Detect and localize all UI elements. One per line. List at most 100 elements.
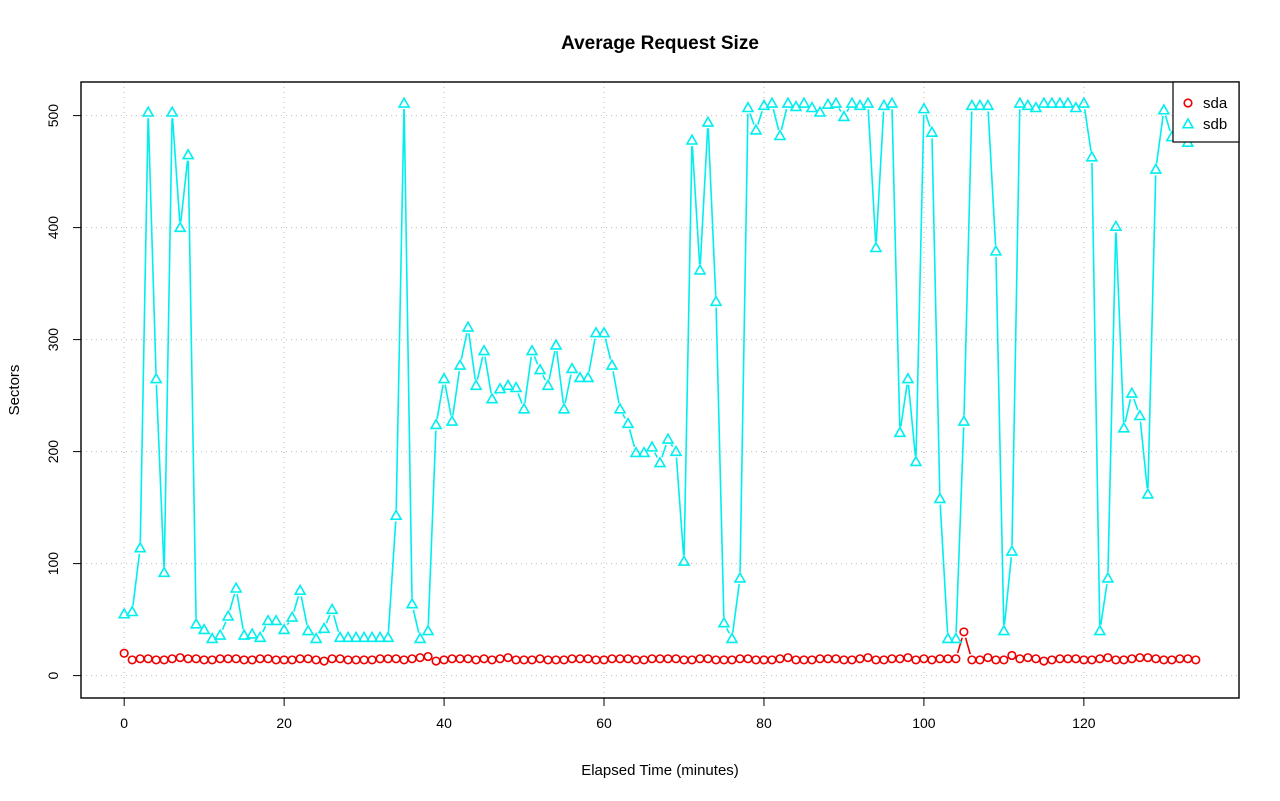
sdb-segment	[757, 110, 763, 125]
series-sda	[119, 627, 1201, 666]
sdb-point	[861, 96, 875, 108]
sdb-point	[477, 344, 491, 356]
sda-point	[479, 654, 489, 664]
sdb-segment	[1133, 398, 1139, 411]
sda-point	[263, 654, 273, 664]
y-axis-label: Sectors	[6, 365, 23, 416]
sdb-point	[525, 344, 539, 356]
sdb-point	[517, 402, 531, 414]
sda-point	[511, 655, 521, 665]
sda-point	[167, 654, 177, 664]
sdb-segment	[548, 350, 556, 380]
sda-point	[927, 655, 937, 665]
sda-point	[487, 655, 497, 665]
sda-point	[1167, 655, 1177, 665]
sdb-point	[277, 623, 291, 635]
sda-segment	[956, 637, 963, 654]
sdb-segment	[875, 111, 885, 242]
sdb-segment	[772, 108, 780, 131]
sda-point	[647, 654, 657, 664]
sdb-point	[965, 98, 979, 111]
sdb-point	[269, 614, 283, 626]
sda-point	[1127, 654, 1137, 664]
sdb-point	[509, 381, 523, 393]
sdb-point	[605, 358, 619, 370]
x-tick-label: 60	[596, 715, 612, 731]
sdb-point	[1157, 103, 1171, 115]
sda-point	[1159, 655, 1169, 665]
sdb-point	[437, 372, 451, 384]
sdb-point	[469, 378, 483, 391]
sdb-point	[349, 630, 363, 643]
sda-point	[495, 654, 505, 664]
sdb-point	[813, 105, 827, 117]
sdb-segment	[675, 457, 685, 556]
x-tick-label: 0	[120, 715, 128, 731]
sdb-segment	[987, 111, 997, 246]
sdb-point	[941, 632, 955, 644]
sdb-point	[629, 446, 643, 458]
sdb-segment	[661, 444, 667, 458]
sda-point	[375, 654, 385, 664]
sdb-point	[317, 621, 331, 634]
sdb-point	[429, 418, 443, 430]
sdb-point	[973, 98, 987, 111]
plot-frame	[80, 81, 1240, 699]
sdb-point	[117, 607, 131, 619]
sdb-point	[253, 630, 267, 643]
sdb-point	[797, 96, 811, 108]
sda-point	[239, 655, 249, 665]
sdb-point	[245, 627, 259, 639]
sdb-segment	[1124, 399, 1132, 423]
sda-point	[623, 654, 633, 664]
sdb-point	[741, 101, 755, 113]
sda-point	[807, 655, 817, 665]
sdb-point	[693, 263, 707, 275]
sda-point	[247, 655, 257, 665]
sdb-segment	[1011, 109, 1021, 546]
sdb-segment	[670, 443, 674, 448]
sda-point	[847, 655, 857, 665]
sdb-segment	[731, 584, 740, 633]
sdb-segment	[925, 114, 931, 127]
sdb-segment	[1164, 115, 1171, 132]
sdb-point	[421, 624, 435, 636]
sda-point	[135, 654, 145, 664]
sda-point	[607, 654, 617, 664]
sda-point	[711, 655, 721, 665]
x-tick-label: 120	[1072, 715, 1096, 731]
sdb-point	[933, 492, 947, 504]
sda-point	[1175, 654, 1185, 664]
sda-point	[1031, 654, 1041, 664]
sda-point	[159, 655, 169, 665]
sda-point	[1063, 654, 1073, 664]
sda-point	[127, 655, 137, 665]
sdb-segment	[155, 384, 165, 567]
sda-point	[1191, 655, 1201, 665]
sdb-point	[829, 96, 843, 108]
sda-point	[631, 655, 641, 665]
sdb-point	[261, 614, 275, 626]
sdb-point	[845, 96, 859, 108]
sdb-point	[357, 630, 371, 643]
sdb-point	[173, 220, 187, 233]
sdb-segment	[147, 118, 157, 373]
sdb-point	[501, 378, 515, 391]
sdb-segment	[180, 160, 189, 222]
sdb-point	[1045, 96, 1059, 108]
sda-point	[863, 653, 873, 663]
legend-marker-sdb	[1181, 117, 1195, 129]
sdb-point	[773, 129, 787, 141]
sdb-point	[661, 432, 675, 444]
sdb-segment	[332, 615, 340, 632]
sdb-point	[125, 605, 139, 617]
sdb-segment	[395, 109, 405, 510]
series-layer	[117, 96, 1203, 666]
sda-point	[119, 648, 129, 658]
sdb-point	[181, 148, 195, 160]
sdb-point	[461, 320, 475, 332]
sdb-point	[493, 382, 507, 394]
legend-label-sdb: sdb	[1203, 116, 1227, 133]
sda-point	[695, 654, 705, 664]
